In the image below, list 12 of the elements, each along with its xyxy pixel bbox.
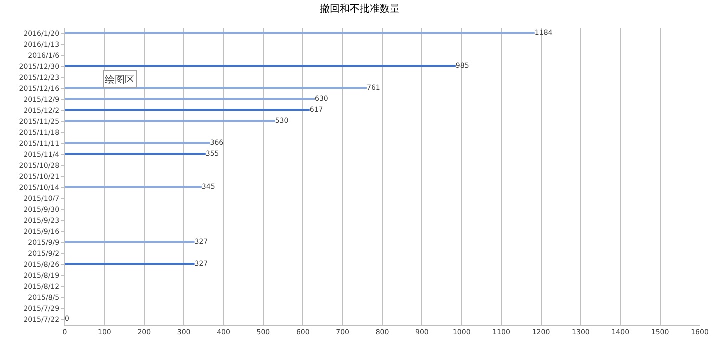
bar: [65, 109, 310, 112]
bar: [65, 98, 316, 100]
bar: [65, 120, 276, 122]
bar: [65, 142, 210, 144]
bar: [65, 65, 456, 68]
bar: [65, 241, 195, 244]
bar: [65, 263, 195, 266]
bar: [65, 32, 535, 34]
chart-title: 撤回和不批准数量: [320, 3, 400, 16]
bar: [65, 186, 202, 188]
bar: [65, 153, 206, 156]
annotation: 绘图区: [105, 72, 135, 86]
